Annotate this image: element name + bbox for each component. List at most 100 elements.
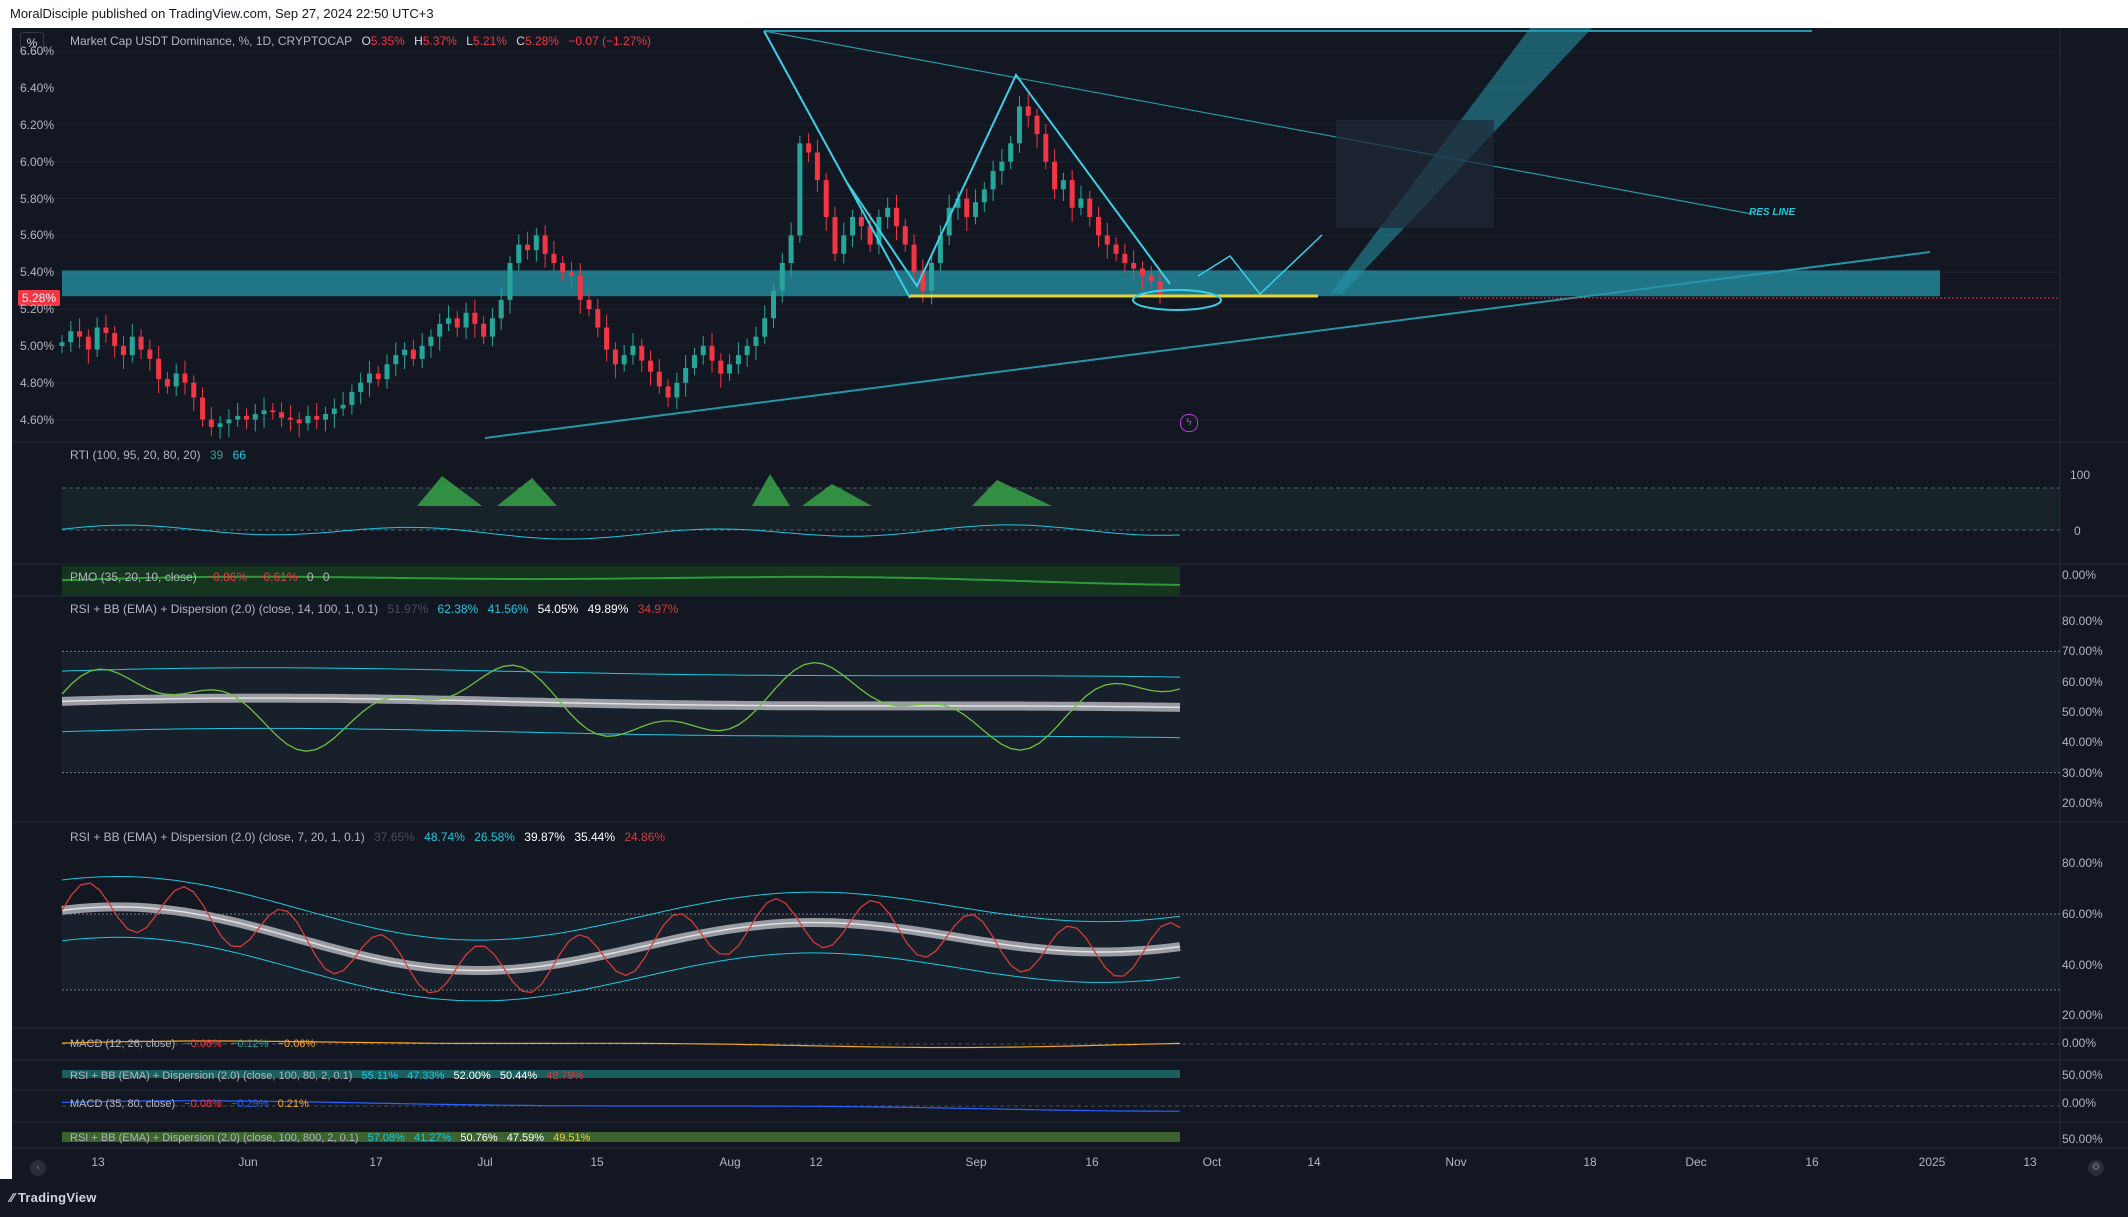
pmo-value-4: 0	[322, 570, 330, 584]
price-axis-label: 5.40%	[20, 265, 55, 280]
rti-peak-area	[802, 484, 872, 506]
time-axis-label: 16	[1085, 1155, 1099, 1169]
candle-body	[665, 386, 671, 398]
rsi1-value-4: 49.89%	[587, 602, 629, 616]
price-axis-label: 6.20%	[20, 117, 55, 132]
candle-body	[1139, 268, 1145, 276]
candle-body	[700, 345, 706, 356]
rsi1-legend: RSI + BB (EMA) + Dispersion (2.0) (close…	[70, 602, 684, 616]
candle-body	[1060, 180, 1066, 190]
rsi1-axis-label: 30.00%	[2062, 765, 2103, 780]
rsi2-axis-label: 60.00%	[2062, 907, 2103, 921]
rsi3-axis-fifty: 50.00%	[2062, 1068, 2103, 1082]
settings-gear-icon[interactable]: ⚙	[2088, 1160, 2104, 1176]
candle-body	[516, 244, 522, 264]
rsi4-value-1: 57.08%	[367, 1132, 405, 1144]
time-axis-label: 17	[369, 1155, 383, 1169]
candle-body	[243, 415, 249, 420]
rti-peak-area	[972, 480, 1052, 506]
rti-value-2: 66	[232, 448, 246, 462]
candle-body	[771, 290, 777, 319]
candle-body	[999, 161, 1005, 171]
candle-body	[138, 336, 144, 350]
rsi2-title: RSI + BB (EMA) + Dispersion (2.0) (close…	[70, 830, 365, 844]
publisher-line: MoralDisciple published on TradingView.c…	[10, 6, 434, 21]
scale-percent-button[interactable]: %	[20, 32, 44, 54]
rsi4-value-3: 50.76%	[460, 1132, 498, 1144]
time-axis-label: Jul	[477, 1155, 493, 1169]
rti-peak-area	[417, 476, 482, 506]
macd2-axis-zero: 0.00%	[2062, 1096, 2097, 1110]
candle-body	[1034, 115, 1040, 135]
projection-path	[1197, 234, 1323, 296]
price-axis-label: 5.00%	[20, 338, 55, 353]
open-label: O	[361, 34, 371, 48]
rsi2-value-4: 35.44%	[574, 830, 616, 844]
candle-body	[595, 309, 601, 328]
brand-name: TradingView	[17, 1190, 97, 1205]
lightning-icon[interactable]: ϟ	[1180, 414, 1198, 432]
candle-body	[68, 331, 74, 343]
candle-body	[419, 345, 425, 359]
rsi1-upper-band	[61, 667, 1181, 678]
pmo-legend: PMO (35, 20, 10, close) −0.86% −0.61% 0 …	[70, 570, 336, 584]
candle-body	[718, 360, 724, 374]
rsi1-axis-label: 50.00%	[2062, 705, 2103, 719]
candle-body	[1008, 143, 1014, 162]
candle-body	[85, 336, 91, 350]
time-axis-label: 16	[1805, 1155, 1819, 1169]
candle-body	[428, 336, 434, 346]
time-axis-label: Nov	[1445, 1155, 1467, 1169]
rsi1-value-3: 54.05%	[537, 602, 579, 616]
candle-body	[472, 312, 478, 324]
candle-body	[182, 373, 188, 383]
rsi2-upper-band	[61, 875, 1181, 941]
rsi1-value-2: 41.56%	[487, 602, 529, 616]
candle-body	[744, 345, 750, 356]
candle-body	[1104, 235, 1110, 245]
candle-body	[893, 207, 899, 227]
rsi1-axis-label: 60.00%	[2062, 674, 2103, 689]
ascending-trendline	[484, 251, 1931, 439]
close-value: 5.28%	[524, 34, 559, 48]
candle-body	[173, 373, 179, 387]
support-resistance-zone	[62, 270, 1940, 297]
price-axis-label: 6.00%	[20, 154, 55, 169]
candle-body	[823, 180, 829, 217]
candle-body	[1122, 253, 1128, 264]
rsi3-value-1: 55.11%	[361, 1070, 399, 1082]
pmo-title: PMO (35, 20, 10, close)	[70, 570, 197, 584]
candle-body	[463, 312, 469, 328]
candle-body	[59, 342, 65, 346]
price-axis-label: 6.60%	[20, 44, 55, 59]
candle-body	[481, 323, 487, 337]
price-axis-label: 5.80%	[20, 191, 55, 206]
candle-body	[911, 244, 917, 273]
macd1-value-1: −0.06%	[184, 1038, 222, 1050]
rsi2-axis-label: 40.00%	[2062, 957, 2103, 972]
candle-body	[323, 414, 329, 420]
res-line	[763, 30, 1753, 215]
go-back-icon[interactable]: ‹	[30, 1160, 46, 1176]
macd1-title: MACD (12, 26, close)	[70, 1038, 176, 1050]
candle-body	[358, 382, 364, 392]
candle-body	[1043, 134, 1049, 162]
candle-body	[349, 391, 355, 405]
macd1-value-3: −0.06%	[277, 1038, 316, 1050]
candle-body	[1052, 161, 1058, 190]
chart-area[interactable]: % Market Cap USDT Dominance, %, 1D, CRYP…	[12, 28, 2128, 1179]
pmo-axis-zero: 0.00%	[2062, 568, 2097, 582]
candle-body	[727, 364, 733, 374]
price-axis-label: 5.20%	[20, 302, 55, 317]
chart-canvas[interactable]	[12, 28, 2128, 1179]
candle-body	[252, 414, 258, 420]
candle-body	[1078, 198, 1084, 208]
footer: ⁄⁄ TradingView	[0, 1179, 2128, 1217]
price-axis-label: 6.40%	[20, 81, 55, 96]
rsi4-title: RSI + BB (EMA) + Dispersion (2.0) (close…	[70, 1132, 359, 1144]
price-axis-label: 4.60%	[20, 412, 55, 427]
candle-body	[410, 349, 416, 359]
macd2-value-1: −0.08%	[184, 1098, 222, 1110]
candle-body	[208, 419, 214, 427]
candle-body	[147, 349, 153, 359]
